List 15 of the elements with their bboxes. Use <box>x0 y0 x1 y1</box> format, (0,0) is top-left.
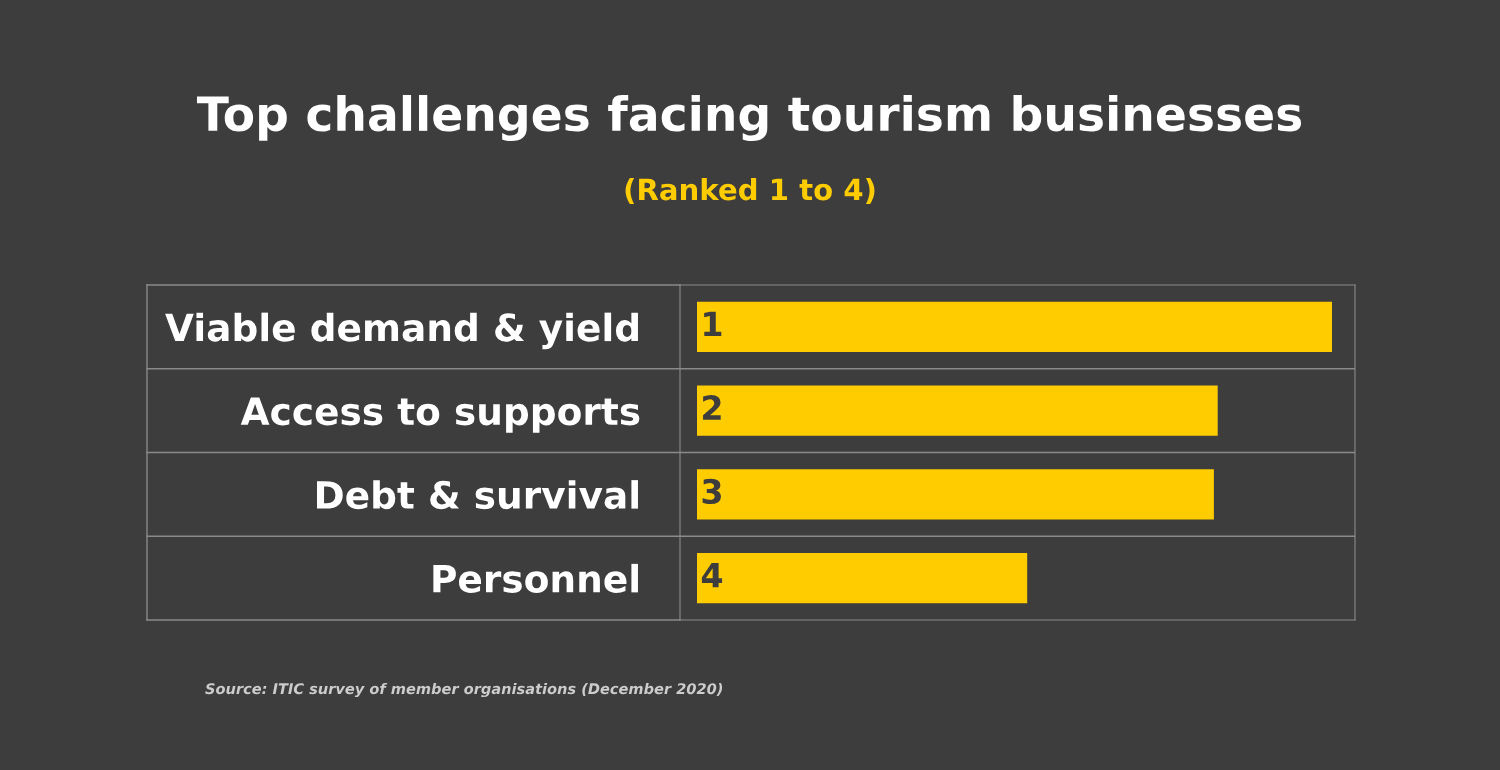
bar <box>697 553 1028 604</box>
annotation: 3 <box>702 478 721 505</box>
y-tick-label: Viable demand & yield <box>165 312 638 350</box>
annotation: 1 <box>704 311 722 337</box>
chart-title: Top challenges facing tourism businesses <box>196 94 1302 142</box>
y-tick-label: Personnel <box>433 563 638 593</box>
annotation: 2 <box>703 395 721 420</box>
bar <box>697 469 1214 520</box>
y-tick-label: Access to supports <box>240 397 640 433</box>
source-note: Source: ITIC survey of member organisations (December 2020) <box>205 682 723 698</box>
chart-subtitle: (Ranked 1 to 4) <box>625 177 875 204</box>
bar <box>697 385 1218 436</box>
annotation: 4 <box>701 563 723 588</box>
y-tick-label: Debt & survival <box>317 480 638 510</box>
bar <box>697 301 1332 352</box>
